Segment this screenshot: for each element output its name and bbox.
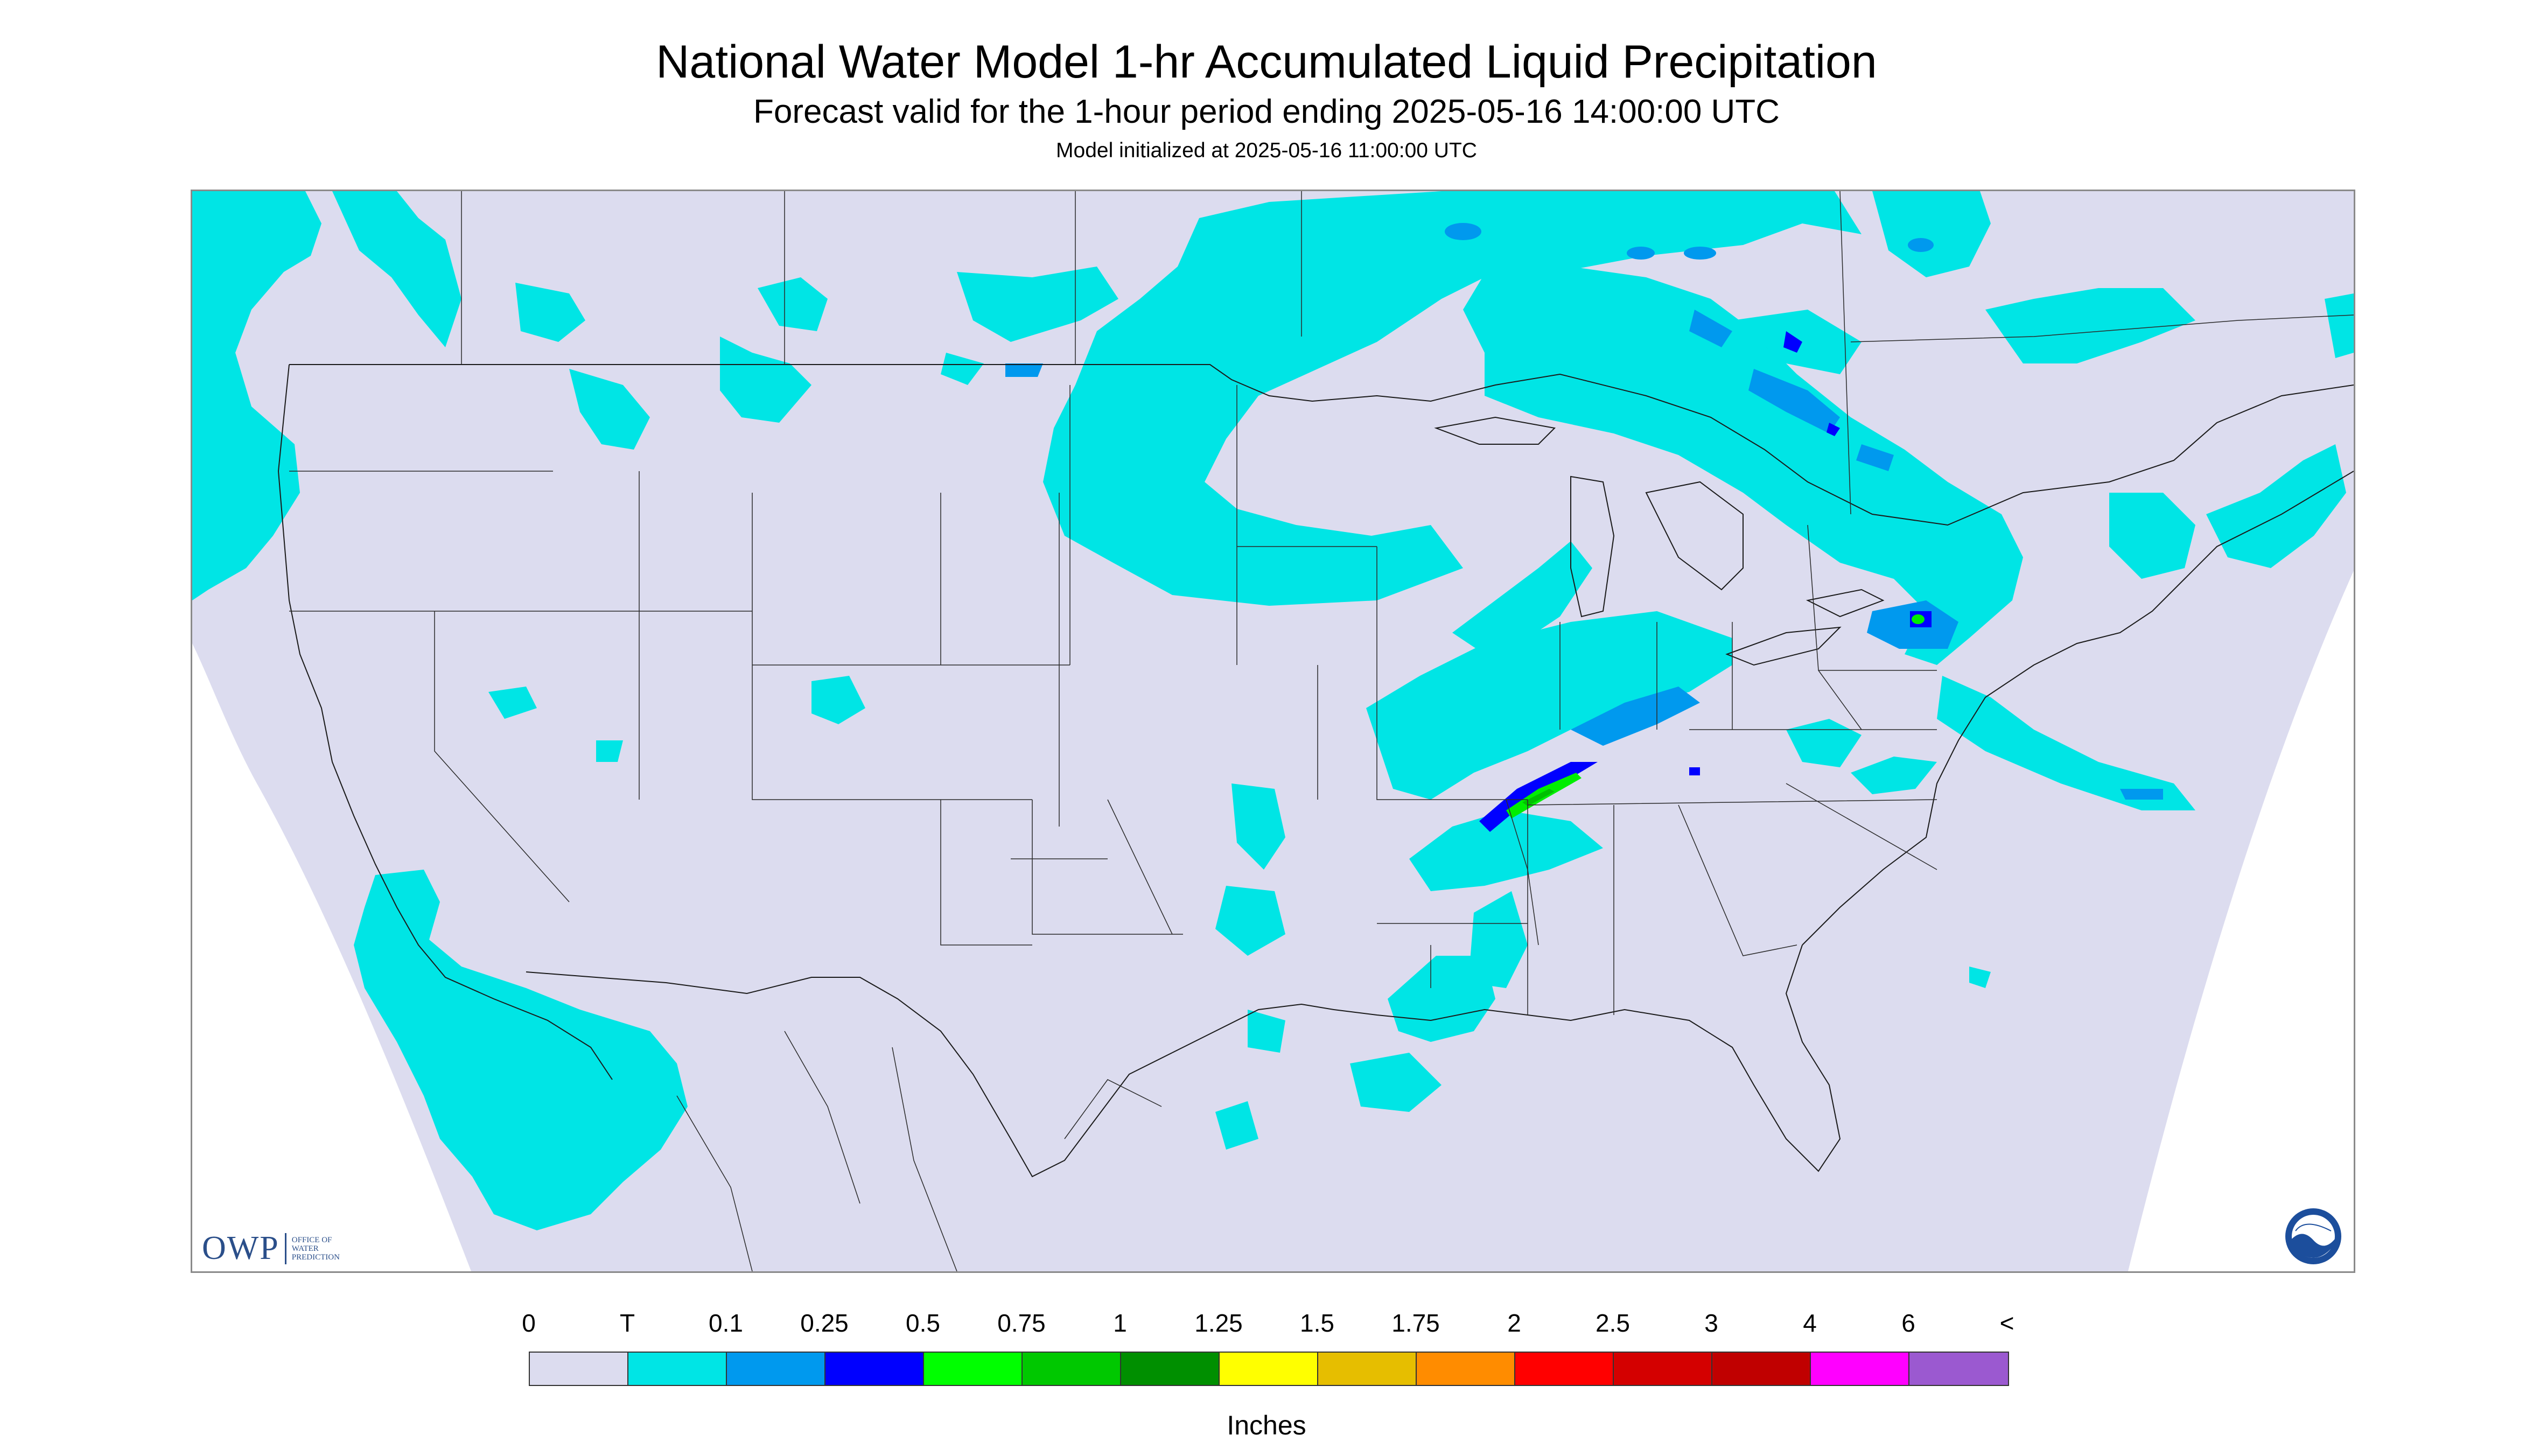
legend-swatch [825, 1353, 924, 1385]
legend-tick-label: 2 [1507, 1309, 1521, 1337]
legend-swatch [1318, 1353, 1417, 1385]
legend-swatch [628, 1353, 727, 1385]
legend-tick-label: 0.25 [800, 1309, 849, 1337]
state-boundaries [289, 385, 1937, 1271]
legend-tick-labels: 0 T 0.1 0.25 0.5 0.75 1 1.25 1.5 1.75 2 2.5 3 4 6 < [522, 1308, 2015, 1341]
precip-light-areas [1005, 223, 2163, 800]
map-title: National Water Model 1-hr Accumulated Li… [656, 36, 1877, 88]
legend-swatch [1121, 1353, 1220, 1385]
precipitation-map: OWP OFFICE OF WATER PREDICTION [191, 190, 2355, 1273]
legend-swatch [1220, 1353, 1318, 1385]
legend-tick-label: 1.25 [1194, 1309, 1243, 1337]
legend-tick-label: 1.5 [1300, 1309, 1334, 1337]
legend-swatch [530, 1353, 628, 1385]
legend-tick-label: < [1999, 1309, 2014, 1337]
legend-swatch [1023, 1353, 1121, 1385]
precip-legend: 0 T 0.1 0.25 0.5 0.75 1 1.25 1.5 1.75 2 2.5 3 4 6 < [522, 1308, 2015, 1386]
legend-tick-label: T [619, 1309, 635, 1337]
legend-tick-label: 0.75 [997, 1309, 1046, 1337]
legend-swatch [924, 1353, 1023, 1385]
legend-swatch [1417, 1353, 1515, 1385]
legend-swatch [1811, 1353, 1909, 1385]
legend-swatch [1515, 1353, 1614, 1385]
owp-logo-line3: PREDICTION [291, 1252, 340, 1262]
owp-logo-divider [284, 1233, 286, 1264]
map-subtitle: Forecast valid for the 1-hour period end… [753, 93, 1780, 130]
owp-logo-line1: OFFICE OF [291, 1235, 332, 1244]
legend-tick-label: 0 [522, 1309, 536, 1337]
legend-swatch [1909, 1353, 2008, 1385]
noaa-logo-wave [2292, 1234, 2335, 1258]
province-boundaries [461, 191, 2354, 515]
precip-trace-areas [192, 191, 2354, 1230]
legend-tick-label: 0.5 [906, 1309, 940, 1337]
legend-swatch [727, 1353, 825, 1385]
legend-tick-label: 1.75 [1391, 1309, 1440, 1337]
legend-swatch [1712, 1353, 1811, 1385]
legend-swatch [1614, 1353, 1712, 1385]
legend-units: Inches [1227, 1410, 1306, 1440]
noaa-logo-arc [2295, 1223, 2332, 1231]
owp-logo-text: OWP [202, 1230, 279, 1266]
legend-tick-label: 4 [1803, 1309, 1817, 1337]
precip-heavy-areas [1506, 614, 1925, 818]
legend-tick-label: 1 [1113, 1309, 1127, 1337]
legend-tick-label: 2.5 [1596, 1309, 1630, 1337]
noaa-logo [2285, 1208, 2341, 1264]
legend-tick-label: 0.1 [709, 1309, 743, 1337]
legend-color-bar [529, 1352, 2009, 1386]
legend-tick-label: 3 [1704, 1309, 1718, 1337]
legend-tick-label: 6 [1901, 1309, 1915, 1337]
owp-logo: OWP OFFICE OF WATER PREDICTION [202, 1229, 340, 1268]
political-boundaries [277, 364, 2354, 1178]
map-canvas [192, 191, 2354, 1271]
owp-logo-line2: WATER [291, 1244, 319, 1253]
model-init-time: Model initialized at 2025-05-16 11:00:00… [1056, 139, 1477, 162]
owp-logo-subtext: OFFICE OF WATER PREDICTION [292, 1236, 340, 1262]
